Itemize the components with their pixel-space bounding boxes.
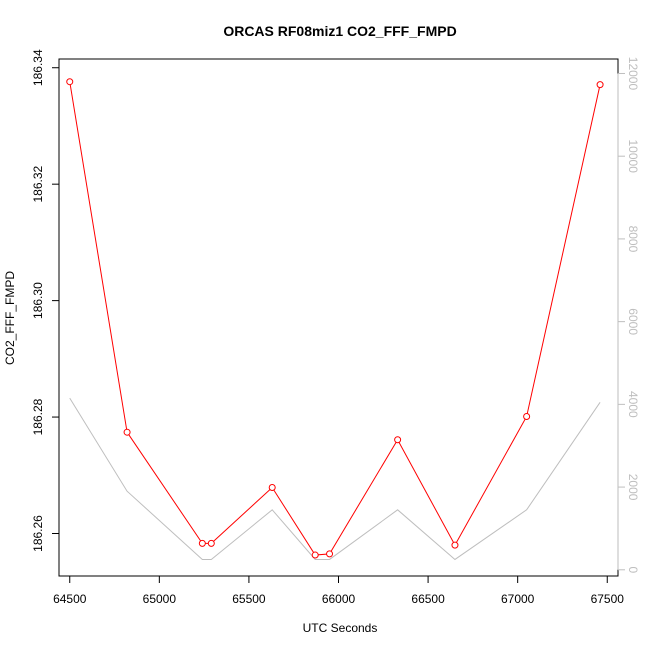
- y2-tick-label: 6000: [626, 308, 640, 335]
- y2-tick-label: 10000: [626, 140, 640, 174]
- secondary-series-line: [69, 397, 601, 561]
- primary-series-point: [66, 78, 74, 86]
- y2-tick-label: 2000: [626, 474, 640, 501]
- x-axis-label: UTC Seconds: [303, 621, 378, 635]
- primary-series-point: [451, 541, 459, 549]
- chart-title: ORCAS RF08miz1 CO2_FFF_FMPD: [223, 23, 456, 39]
- x-tick-label: 65000: [143, 592, 177, 606]
- primary-series-point: [198, 539, 206, 547]
- primary-series-point: [311, 551, 319, 559]
- primary-series-point: [523, 412, 531, 420]
- x-tick-label: 66500: [411, 592, 445, 606]
- primary-series-point: [596, 81, 604, 89]
- y-axis-right: 0 2000 4000 6000 8000 10000 12000: [617, 57, 640, 573]
- x-tick-label: 67000: [501, 592, 535, 606]
- primary-series-point: [123, 428, 131, 436]
- y2-tick-label: 12000: [626, 57, 640, 91]
- x-tick-label: 66000: [322, 592, 356, 606]
- x-tick-label: 65500: [232, 592, 266, 606]
- x-axis: 64500 65000 65500 66000 66500 67000 67500: [53, 575, 625, 606]
- primary-series-point: [268, 484, 276, 492]
- y-tick-label: 186.34: [31, 49, 45, 86]
- primary-series-point: [207, 539, 215, 547]
- primary-series-point: [394, 436, 402, 444]
- y2-tick-label: 0: [626, 566, 640, 573]
- y-tick-label: 186.26: [31, 515, 45, 552]
- x-tick-label: 67500: [591, 592, 625, 606]
- y2-tick-label: 8000: [626, 226, 640, 253]
- primary-series-line: [69, 81, 601, 556]
- series-layer: [66, 78, 604, 561]
- y-tick-label: 186.30: [31, 282, 45, 319]
- primary-series-point: [326, 550, 334, 558]
- y-axis-left: 186.26 186.28 186.30 186.32 186.34: [31, 49, 60, 552]
- x-tick-label: 64500: [53, 592, 87, 606]
- y-axis-label: CO2_FFF_FMPD: [3, 271, 17, 365]
- y2-tick-label: 4000: [626, 391, 640, 418]
- y-tick-label: 186.28: [31, 398, 45, 435]
- y-tick-label: 186.32: [31, 165, 45, 202]
